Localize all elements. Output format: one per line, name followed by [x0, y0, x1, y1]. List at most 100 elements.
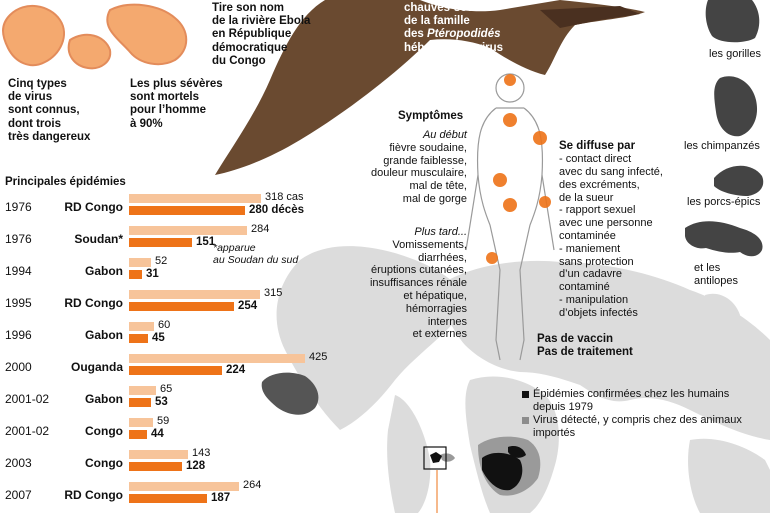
animal-silhouettes: [685, 0, 764, 257]
epidemic-year: 2001-02: [5, 392, 50, 406]
deaths-label: 45: [152, 332, 165, 344]
epidemic-year: 1995: [5, 296, 32, 310]
bar-cases: [129, 482, 239, 491]
north-america-region: [261, 372, 319, 415]
epidemic-country: RD Congo: [64, 200, 123, 214]
spread-title: Se diffuse par: [559, 140, 636, 152]
cases-label: 425: [309, 351, 328, 363]
epidemic-country: Congo: [85, 456, 123, 470]
bar-deaths: [129, 366, 222, 375]
epidemic-year: 1976: [5, 232, 32, 246]
epidemic-country: Soudan*: [74, 232, 123, 246]
cases-label: 318 cas: [265, 191, 304, 203]
epidemic-year: 1994: [5, 264, 32, 278]
epidemic-country: Congo: [85, 424, 123, 438]
deaths-label: 53: [155, 396, 168, 408]
epidemic-year: 2001-02: [5, 424, 50, 438]
bar-cases: [129, 418, 153, 427]
epidemic-country: RD Congo: [64, 488, 123, 502]
bar-cases: [129, 258, 151, 267]
epidemic-country: Gabon: [85, 328, 123, 342]
label-chimpanzees: les chimpanzés: [684, 140, 760, 152]
cases-label: 143: [192, 447, 211, 459]
legend-confirmed-swatch: [522, 391, 529, 398]
cases-label: 52: [155, 255, 168, 267]
epidemic-year: 2003: [5, 456, 32, 470]
name-origin-text: Tire son nom de la rivière Ebola en Répub…: [212, 2, 311, 67]
epidemic-country: Ouganda: [70, 360, 123, 374]
epidemic-row: 1994 Gabon 52 31: [0, 255, 320, 288]
bar-deaths: [129, 334, 148, 343]
cases-label: 60: [158, 319, 171, 331]
bat-illustration: [215, 0, 645, 175]
deaths-label: 44: [151, 428, 164, 440]
bats-text: chauves-souris de la famille des Ptéropo…: [404, 2, 504, 54]
epidemic-row: 1976 RD Congo 318 cas 280 décès: [0, 191, 320, 224]
deaths-label: 128: [186, 460, 206, 472]
cases-unit: cas: [286, 191, 304, 203]
epidemic-year: 1996: [5, 328, 32, 342]
bar-deaths: [129, 206, 245, 215]
bar-cases: [129, 322, 154, 331]
deaths-label: 187: [211, 492, 231, 504]
epidemic-row: 2003 Congo 143 128: [0, 447, 320, 480]
bar-deaths: [129, 302, 234, 311]
deaths-label: 151: [196, 236, 216, 248]
cases-label: 59: [157, 415, 170, 427]
human-silhouette: [465, 73, 555, 361]
virus-types-text: Cinq types de virus sont connus, dont troi…: [8, 78, 91, 143]
epidemic-year: 2000: [5, 360, 32, 374]
severe-types-text: Les plus sévères sont mortels pour l’homm…: [130, 78, 223, 130]
epidemic-row: 2007 RD Congo 264 187: [0, 479, 320, 512]
symptom-spots: [486, 74, 551, 264]
bar-deaths: [129, 494, 207, 503]
epidemics-title: Principales épidémies: [5, 176, 126, 188]
legend-confirmed: Épidémies confirmées chez les humains dep…: [533, 388, 730, 413]
sudan-note: *apparue au Soudan du sud: [213, 242, 299, 266]
deaths-label: 254: [238, 300, 258, 312]
symptoms-title: Symptômes: [398, 110, 464, 122]
legend-detected-swatch: [522, 417, 529, 424]
deaths-label: 31: [146, 268, 159, 280]
early-symptoms: Au début fièvre soudaine, grande faibless…: [371, 129, 467, 205]
bar-cases: [129, 386, 156, 395]
label-antelopes: et les antilopes: [694, 262, 739, 287]
epidemic-country: Gabon: [85, 392, 123, 406]
bar-cases: [129, 290, 260, 299]
epidemic-year: 1976: [5, 200, 32, 214]
epidemic-row: 2001-02 Congo 59 44: [0, 415, 320, 448]
deaths-label: 280 décès: [249, 204, 304, 216]
deaths-label: 224: [226, 364, 246, 376]
bar-cases: [129, 354, 305, 363]
epidemic-row: 2000 Ouganda 425 224: [0, 351, 327, 384]
bar-cases: [129, 226, 247, 235]
epidemic-year: 2007: [5, 488, 32, 502]
cases-label: 315: [264, 287, 283, 299]
deaths-unit: décès: [271, 204, 304, 216]
bar-deaths: [129, 270, 142, 279]
bar-deaths: [129, 462, 182, 471]
label-gorillas: les gorilles: [709, 48, 761, 60]
epidemic-row: 1976 Soudan* 284 151: [0, 223, 320, 256]
cases-label: 264: [243, 479, 262, 491]
epidemic-country: Gabon: [85, 264, 123, 278]
no-vaccine-text: Pas de vaccin Pas de traitement: [537, 333, 633, 359]
cases-label: 65: [160, 383, 173, 395]
spread-list: - contact direct avec du sang infecté, des…: [559, 153, 663, 319]
epidemic-row: 1996 Gabon 60 45: [0, 319, 320, 352]
legend-detected: Virus détecté, y compris chez des animau…: [533, 414, 742, 439]
label-porcupines: les porcs-épics: [687, 196, 761, 208]
bar-cases: [129, 450, 188, 459]
virus-illustration: [2, 3, 188, 70]
epidemic-row: 2001-02 Gabon 65 53: [0, 383, 320, 416]
africa-regions: [423, 436, 541, 513]
epidemic-country: RD Congo: [64, 296, 123, 310]
later-symptoms: Plus tard... Vomissements, diarrhées, éru…: [369, 226, 467, 341]
spread-section: Se diffuse par - contact direct avec du s…: [559, 140, 663, 320]
cases-label: 284: [251, 223, 270, 235]
bar-cases: [129, 194, 261, 203]
bar-deaths: [129, 430, 147, 439]
bar-deaths: [129, 238, 192, 247]
epidemic-row: 1995 RD Congo 315 254: [0, 287, 320, 320]
